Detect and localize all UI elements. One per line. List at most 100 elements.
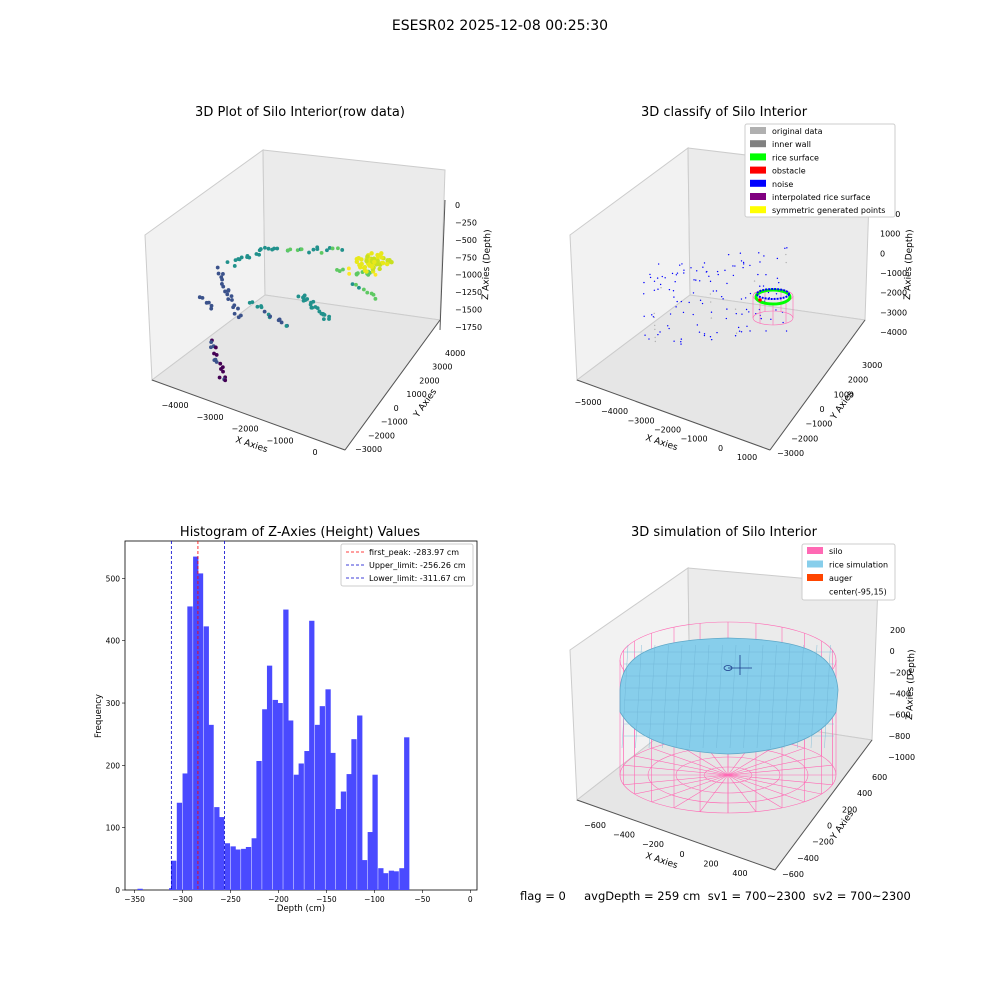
sim-z-tick-label: −400 (889, 690, 911, 699)
hist-xtick-label: −100 (364, 895, 385, 904)
classify-noise-point (696, 324, 699, 326)
hist-bar (357, 715, 363, 890)
classify-noise-point (710, 311, 713, 313)
classify-y-tick-label: −1000 (805, 420, 832, 429)
classify-noise-point (643, 281, 645, 284)
raw-data-point (315, 245, 320, 250)
raw-data-point (250, 300, 255, 305)
classify-noise-point (775, 293, 778, 295)
hist-bar (137, 888, 143, 890)
raw-data-point (257, 252, 261, 257)
raw-data-point (380, 260, 386, 266)
classify-noise-point (673, 296, 675, 298)
classify-noise-point (709, 293, 712, 295)
raw-z-tick-label: −1750 (455, 323, 482, 332)
raw-data-point (232, 303, 237, 308)
classify-noise-point (657, 333, 659, 336)
raw-data-point (346, 266, 351, 271)
raw-data-point (308, 302, 313, 307)
classify-y-tick-label: 0 (820, 405, 825, 414)
raw-data-point (317, 309, 322, 314)
classify-legend-label: original data (772, 127, 823, 136)
sim-y-tick-label: 600 (872, 773, 887, 782)
classify-noise-point (740, 298, 743, 300)
classify-x-tick-label: −1000 (680, 435, 707, 444)
hist-bar (399, 868, 405, 890)
sim-silo-spoke (623, 764, 729, 776)
classify-noise-point (735, 312, 737, 315)
classify-noise-point (734, 335, 737, 337)
sim-z-tick-label: 0 (890, 647, 895, 656)
classify-noise-point (765, 330, 767, 332)
sim-rice-mesh-line (702, 644, 710, 749)
sim-rice-mesh-line (621, 644, 629, 749)
sim-y-tick-label: 200 (842, 805, 857, 814)
hist-bar (393, 871, 399, 890)
classify-noise-point (688, 301, 690, 304)
classify-noise-point (671, 272, 674, 275)
classify-noise-point (759, 261, 761, 263)
raw-y-tick-label: 4000 (445, 349, 465, 358)
classify-z-tick-label: −2000 (880, 289, 907, 298)
sim-x-tick-label: −400 (613, 831, 635, 840)
raw-data-point (341, 267, 345, 272)
raw-data-point (221, 272, 225, 276)
sim-legend-swatch (807, 547, 823, 554)
classify-noise-point (742, 263, 745, 265)
raw-data-point (357, 285, 361, 290)
sim-rice-mesh-line (662, 644, 669, 749)
sim-legend: silo rice simulation auger center(-95,15) (801, 543, 896, 601)
raw-data-point (277, 317, 282, 322)
classify-y-tick-label: 3000 (862, 361, 882, 370)
hist-bar (218, 817, 225, 890)
raw-data-point (209, 306, 214, 311)
sim-silo-spoke (673, 774, 729, 809)
sim-x-tick-label: 400 (732, 869, 747, 878)
hist-xtick-label: −150 (316, 895, 337, 904)
classify-noise-point (709, 280, 712, 283)
classify-noise-point (759, 285, 761, 287)
hist-bar (298, 763, 304, 890)
classify-noise-point (676, 300, 678, 303)
raw-data-point (375, 258, 380, 264)
classify-noise-point (745, 308, 748, 311)
raw-data-point (368, 270, 372, 275)
raw-data-point (262, 309, 267, 314)
hist-xtick-label: −200 (268, 895, 289, 904)
hist-bar (293, 774, 300, 890)
classify-noise-point (703, 262, 706, 264)
classify-noise-point (680, 343, 682, 345)
raw-data-point (347, 271, 352, 276)
hist-bar (230, 846, 236, 890)
hist-bar (288, 720, 294, 890)
raw-y-tick-label: 2000 (419, 376, 439, 385)
sim-silo-spoke (727, 774, 783, 809)
hist-bar (319, 706, 325, 890)
classify-z-tick-label: −1000 (880, 269, 907, 278)
hist-bar (208, 724, 214, 890)
classify-noise-point (683, 269, 685, 271)
hist-xtick-label: −300 (172, 895, 193, 904)
raw-data-point (213, 345, 218, 350)
classify-noise-point (784, 247, 786, 249)
classify-noise-point (703, 334, 706, 337)
sim-silo-spoke (699, 774, 729, 812)
classify-noise-point (749, 292, 752, 295)
classify-noise-point (643, 315, 645, 317)
raw-data-point (219, 367, 223, 371)
classify-noise-point (708, 275, 710, 277)
hist-bar (372, 774, 378, 890)
classify-noise-point (683, 272, 685, 274)
classify-noise-point (786, 247, 788, 249)
raw-data-point (258, 247, 263, 251)
classify-noise-point (744, 297, 747, 299)
raw-xlabel: X Axies (234, 435, 269, 455)
classify-noise-point (702, 266, 704, 268)
classify-noise-point (644, 334, 646, 336)
classify-noise-point (738, 330, 741, 332)
classify-noise-point (770, 318, 772, 320)
hist-bar (251, 838, 257, 890)
classify-noise-point (675, 274, 678, 276)
raw-data-point (330, 246, 335, 251)
raw-data-point (301, 295, 305, 300)
